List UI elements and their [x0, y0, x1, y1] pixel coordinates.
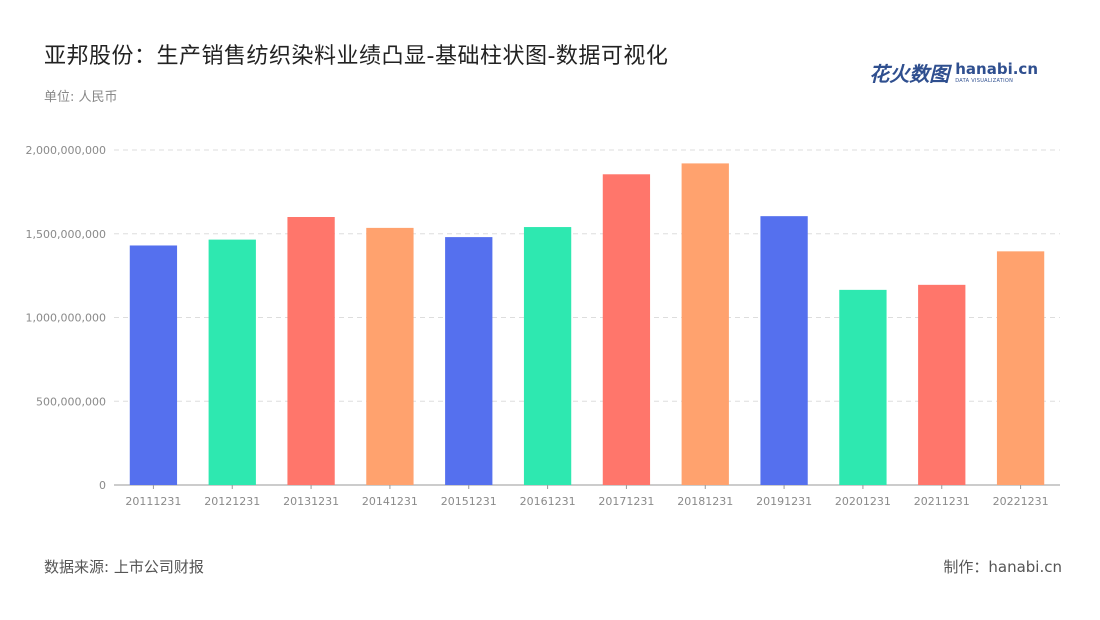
y-tick-label: 2,000,000,000: [26, 144, 106, 157]
bar: [208, 239, 256, 485]
logo-sub: DATA VISUALIZATION: [955, 77, 1014, 84]
bar: [366, 227, 414, 485]
maker-credit: 制作：hanabi.cn: [943, 558, 1062, 576]
x-tick-label: 20111231: [125, 495, 181, 508]
bar: [681, 163, 729, 485]
bar: [602, 174, 651, 485]
data-source: 数据来源: 上市公司财报: [44, 558, 204, 576]
x-tick-label: 20181231: [677, 495, 733, 508]
bar: [760, 216, 808, 485]
y-tick-label: 1,000,000,000: [26, 312, 106, 325]
x-tick-label: 20131231: [283, 495, 339, 508]
x-tick-label: 20151231: [441, 495, 497, 508]
x-tick-label: 20201231: [835, 495, 891, 508]
x-tick-label: 20221231: [993, 495, 1049, 508]
x-tick-label: 20171231: [598, 495, 654, 508]
x-tick-label: 20161231: [520, 495, 576, 508]
y-tick-label: 500,000,000: [36, 395, 106, 408]
bar: [918, 284, 966, 485]
bar: [523, 227, 572, 486]
logo-main: hanabi.cn: [955, 59, 1038, 78]
bar: [996, 251, 1045, 485]
bar: [839, 289, 887, 485]
bar: [287, 217, 335, 485]
y-tick-label: 1,500,000,000: [26, 228, 106, 241]
chart-title: 亚邦股份：生产销售纺织染料业绩凸显-基础柱状图-数据可视化: [44, 44, 669, 69]
x-tick-label: 20141231: [362, 495, 418, 508]
unit-label: 单位: 人民币: [44, 90, 118, 105]
logo-text-cn: 花火数图: [869, 62, 950, 86]
x-tick-label: 20191231: [756, 495, 812, 508]
x-tick-label: 20211231: [914, 495, 970, 508]
logo-text-en: hanabi.cn DATA VISUALIZATION: [955, 59, 1038, 84]
x-tick-label: 20121231: [204, 495, 260, 508]
bar: [129, 245, 178, 485]
bar: [445, 237, 493, 485]
brand-logo: 花火数图 hanabi.cn DATA VISUALIZATION: [869, 58, 1038, 87]
y-tick-label: 0: [99, 479, 106, 492]
